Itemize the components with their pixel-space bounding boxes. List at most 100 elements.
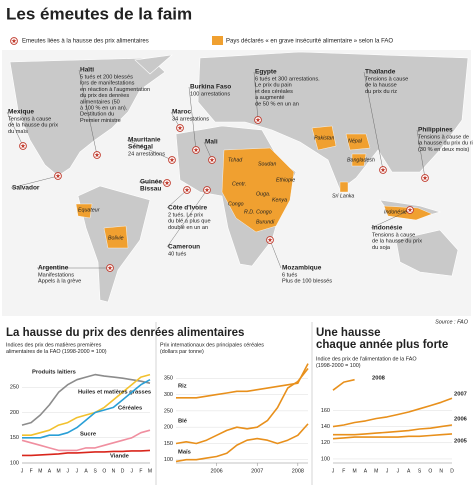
x-tick-label: A xyxy=(407,468,411,474)
annotation-text: doublé en un an xyxy=(168,225,208,231)
y-tick-label: 200 xyxy=(164,425,173,431)
annotation-text: a augmenté xyxy=(255,95,285,101)
riot-star xyxy=(204,187,210,193)
annotation-text: du soja xyxy=(372,245,391,251)
legend: Pays déclarés « en grave insécurité alim… xyxy=(22,36,393,45)
leader-line xyxy=(416,129,426,179)
series-line xyxy=(332,378,355,391)
riot-star xyxy=(380,167,386,173)
x-tick-label: J xyxy=(386,468,389,474)
series-label: Produits laitiers xyxy=(32,370,76,376)
country-label: Indonésie xyxy=(384,209,407,215)
annotation-text: Tensions à cause xyxy=(372,232,415,238)
x-tick-label: F xyxy=(139,468,142,474)
country-label: Equateur xyxy=(78,207,100,213)
y-tick-label: 160 xyxy=(321,408,330,414)
series-label: Riz xyxy=(178,384,187,390)
annotation-text: et des céréales xyxy=(255,89,293,95)
series-label: Blé xyxy=(178,419,188,425)
annotation-text: Appels à la grève xyxy=(38,279,81,285)
eurasia xyxy=(197,51,469,191)
country-label: Ethiopie xyxy=(276,177,295,183)
annotation-text: Le prix du pain xyxy=(255,83,292,89)
annotation-text: du maïs xyxy=(8,129,28,135)
food-insecure-area xyxy=(339,181,349,193)
country-label: Kenya xyxy=(272,197,287,203)
x-tick-label: A xyxy=(48,468,52,474)
riot-star xyxy=(94,152,100,158)
annotation-title: Burkina Faso xyxy=(190,84,231,91)
annotation-text: de la hausse du prix xyxy=(372,239,422,245)
annotation-text: 24 arrestations xyxy=(128,151,165,157)
riot-star xyxy=(407,207,413,213)
y-tick-label: 100 xyxy=(10,460,19,466)
annotation-text: (30 % en deux mois) xyxy=(418,147,469,153)
y-tick-label: 300 xyxy=(164,392,173,398)
annotation-title: Philippines xyxy=(418,127,453,134)
x-tick-label: J xyxy=(66,468,69,474)
annotation-title: Haïti xyxy=(80,67,94,74)
annotation-text: du prix du riz xyxy=(365,89,397,95)
chart-subtitle: Prix internationaux des principales céré… xyxy=(160,342,264,348)
legend-label: Emeutes liées à la hausse des prix alime… xyxy=(22,39,149,45)
annotation-title: Indonésie xyxy=(372,225,403,232)
annotation-text: Tensions à cause de xyxy=(418,134,469,140)
annotation-text: Tensions à cause xyxy=(8,116,51,122)
country-label: Bangladesh xyxy=(347,157,375,163)
x-tick-label: M xyxy=(148,468,152,474)
australia xyxy=(395,229,459,277)
annotation-text: Premier ministre xyxy=(80,118,121,124)
riot-star xyxy=(255,117,261,123)
x-tick-label: O xyxy=(102,468,106,474)
series-line xyxy=(175,368,309,445)
country-label: Sri Lanka xyxy=(332,193,354,199)
annotation-text: 34 arrestations xyxy=(172,116,209,122)
x-tick-label: N xyxy=(112,468,116,474)
series-label: 2005 xyxy=(454,439,468,445)
annotation-text: du prix des denrées xyxy=(80,93,129,99)
annotation-title: Argentine xyxy=(38,265,69,272)
country-label: Congo xyxy=(228,201,244,207)
x-tick-label: S xyxy=(418,468,422,474)
country-label: Tchad xyxy=(228,157,243,163)
leader-line xyxy=(269,239,282,269)
series-label: 2008 xyxy=(372,376,386,382)
x-tick-label: J xyxy=(21,468,24,474)
series-line xyxy=(21,429,151,452)
riot-star xyxy=(107,265,113,271)
riot-star xyxy=(169,157,175,163)
y-tick-label: 200 xyxy=(10,410,19,416)
annotation-text: lors de manifestations xyxy=(80,81,135,87)
country-label: Pakistan xyxy=(314,135,334,141)
annotation-title: Guinée xyxy=(140,179,162,186)
legend-label: Pays déclarés « en grave insécurité alim… xyxy=(226,39,393,45)
annotation-title: Côte d'Ivoire xyxy=(168,205,207,212)
x-tick-label: J xyxy=(397,468,400,474)
y-tick-label: 140 xyxy=(321,424,330,430)
y-tick-label: 250 xyxy=(10,385,19,391)
x-tick-label: D xyxy=(121,468,125,474)
food-insecure-area xyxy=(75,203,93,219)
page-title: Les émeutes de la faim xyxy=(6,4,192,23)
y-tick-label: 100 xyxy=(164,457,173,463)
series-label: Viande xyxy=(110,454,130,460)
riot-star xyxy=(11,38,17,44)
riot-star xyxy=(177,125,183,131)
food-insecure-area xyxy=(221,147,295,233)
series-line xyxy=(22,373,151,436)
x-tick-label: A xyxy=(84,468,88,474)
x-tick-label: M xyxy=(56,468,60,474)
series-line xyxy=(176,363,309,399)
country-label: Bolivie xyxy=(108,235,124,241)
annotation-text: de la hausse xyxy=(365,83,397,89)
series-line xyxy=(175,423,309,463)
food-insecure-area xyxy=(103,225,129,249)
x-tick-label: F xyxy=(30,468,33,474)
annotation-text: du blé a plus que xyxy=(168,219,211,225)
series-line xyxy=(332,397,453,428)
annotation-title: Mali xyxy=(205,139,218,146)
x-tick-label: 2008 xyxy=(292,468,304,474)
chart-subtitle: (1998-2000 = 100) xyxy=(316,363,361,369)
annotation-text: 2 tués. Le prix xyxy=(168,212,203,218)
riot-star xyxy=(422,175,428,181)
